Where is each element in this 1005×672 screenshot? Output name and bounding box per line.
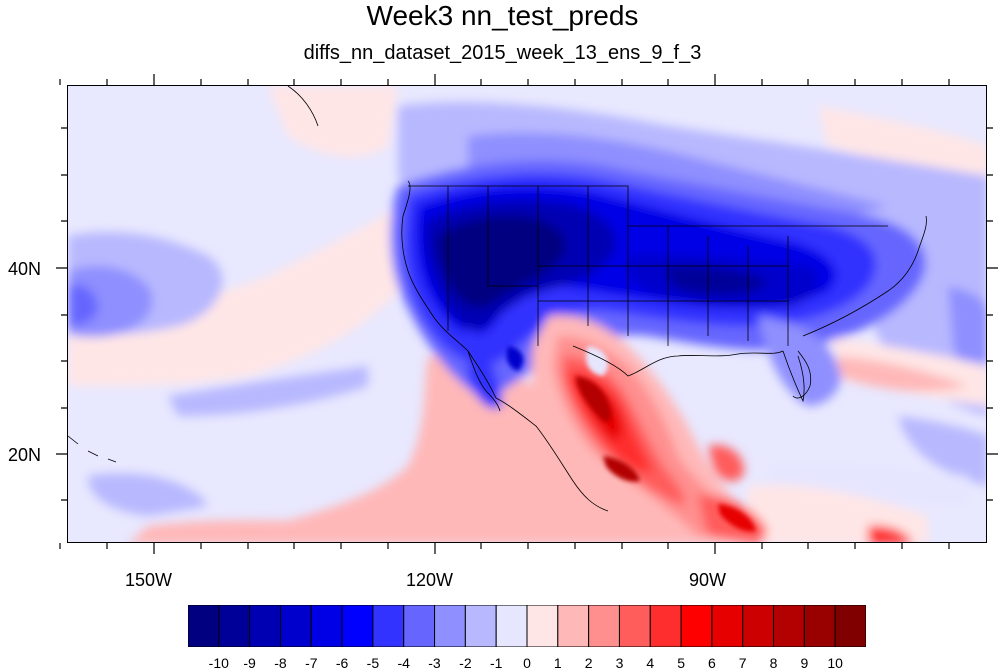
colorbar-label: 3 bbox=[615, 655, 624, 671]
colorbar-swatch bbox=[341, 605, 374, 647]
colorbar-label: -10 bbox=[208, 655, 229, 671]
colorbar bbox=[188, 605, 866, 647]
colorbar-label: 5 bbox=[677, 655, 685, 671]
colorbar-label: 8 bbox=[769, 655, 778, 671]
colorbar-swatch bbox=[557, 605, 590, 647]
colorbar-label: -2 bbox=[459, 655, 472, 671]
colorbar-label: -6 bbox=[335, 655, 349, 671]
colorbar-swatch bbox=[464, 605, 497, 647]
x-tick-label-150w: 150W bbox=[125, 570, 173, 590]
colorbar-swatch bbox=[188, 605, 220, 647]
colorbar-label: 4 bbox=[646, 655, 655, 671]
colorbar-label: 0 bbox=[523, 655, 531, 671]
colorbar-label: -7 bbox=[305, 655, 318, 671]
x-tick-label-120w: 120W bbox=[406, 570, 454, 590]
temperature-difference-field bbox=[68, 86, 986, 542]
coastline-outlines bbox=[68, 86, 927, 512]
colorbar-label: -9 bbox=[243, 655, 256, 671]
colorbar-swatch bbox=[803, 605, 836, 647]
plot-title: Week3 nn_test_preds bbox=[366, 0, 639, 31]
colorbar-label: 6 bbox=[707, 655, 716, 671]
colorbar-swatch bbox=[279, 605, 312, 647]
x-tick-label-90w: 90W bbox=[689, 570, 727, 590]
colorbar-label: -1 bbox=[489, 655, 503, 671]
colorbar-swatch bbox=[434, 605, 466, 647]
colorbar-label: 10 bbox=[827, 655, 843, 671]
colorbar-swatch bbox=[218, 605, 251, 647]
colorbar-swatch bbox=[588, 605, 620, 647]
colorbar-swatch bbox=[618, 605, 651, 647]
colorbar-swatch bbox=[249, 605, 281, 647]
colorbar-swatch bbox=[526, 605, 559, 647]
colorbar-label: -3 bbox=[428, 655, 441, 671]
colorbar-label: 7 bbox=[738, 655, 747, 671]
y-tick-label-40n: 40N bbox=[8, 259, 42, 279]
colorbar-swatch bbox=[649, 605, 682, 647]
colorbar-swatch bbox=[310, 605, 343, 647]
colorbar-swatch bbox=[495, 605, 528, 647]
colorbar-swatch bbox=[403, 605, 436, 647]
colorbar-label: -4 bbox=[397, 655, 410, 671]
colorbar-swatch bbox=[680, 605, 713, 647]
colorbar-label: 1 bbox=[553, 655, 562, 671]
colorbar-swatch bbox=[372, 605, 405, 647]
map-panel bbox=[67, 85, 987, 543]
y-tick-label-20n: 20N bbox=[8, 445, 42, 465]
colorbar-swatch bbox=[742, 605, 775, 647]
colorbar-swatch bbox=[711, 605, 744, 647]
colorbar-label: -8 bbox=[274, 655, 287, 671]
colorbar-label: -5 bbox=[366, 655, 380, 671]
colorbar-label: 9 bbox=[800, 655, 809, 671]
colorbar-swatch bbox=[773, 605, 805, 647]
colorbar-label: 2 bbox=[584, 655, 593, 671]
plot-subtitle: diffs_nn_dataset_2015_week_13_ens_9_f_3 bbox=[303, 42, 702, 64]
colorbar-swatch bbox=[834, 605, 866, 647]
